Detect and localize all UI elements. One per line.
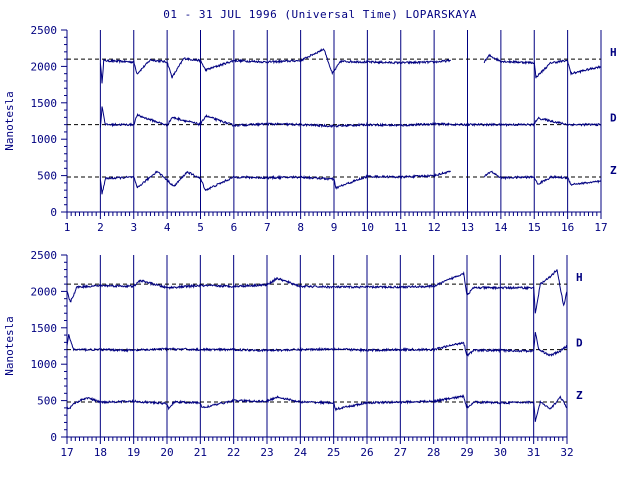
series-H-trace <box>66 269 568 314</box>
chart-title: 01 - 31 JUL 1996 (Universal Time) LOPARS… <box>163 8 477 21</box>
x-tick-label: 32 <box>560 446 573 459</box>
y-axis-label: Nanotesla <box>3 316 16 376</box>
y-axis-label: Nanotesla <box>3 91 16 151</box>
x-tick-label: 15 <box>528 221 541 234</box>
y-tick-label: 500 <box>37 170 57 183</box>
x-tick-label: 16 <box>561 221 574 234</box>
x-tick-label: 22 <box>227 446 240 459</box>
panel-days-17-32: 0 500 1000 1500 2000 2500 Nanotesla 17 18 19 20 21 2… <box>3 249 583 459</box>
channel-label-D: D <box>576 337 583 350</box>
y-tick-label: 2500 <box>31 24 58 37</box>
channel-label-D: D <box>610 112 617 125</box>
x-tick-label: 7 <box>264 221 271 234</box>
channel-label-Z: Z <box>610 164 617 177</box>
x-tick-label: 26 <box>360 446 373 459</box>
series-H-trace <box>483 53 602 79</box>
x-tick-label: 13 <box>461 221 474 234</box>
x-tick-label: 3 <box>130 221 137 234</box>
y-tick-label: 2000 <box>31 60 58 73</box>
x-tick-label: 11 <box>394 221 407 234</box>
x-tick-label: 17 <box>60 446 73 459</box>
series-H-trace <box>99 48 452 84</box>
x-tick-label: 29 <box>460 446 473 459</box>
x-tick-label: 20 <box>160 446 173 459</box>
series-D-trace <box>66 331 568 358</box>
x-tick-label: 28 <box>427 446 440 459</box>
channel-label-Z: Z <box>576 389 583 402</box>
channel-label-H: H <box>610 46 617 59</box>
y-tick-label: 1500 <box>31 97 58 110</box>
x-tick-label: 1 <box>64 221 71 234</box>
x-tick-label: 31 <box>527 446 540 459</box>
y-tick-label: 2000 <box>31 285 58 298</box>
x-tick-label: 8 <box>297 221 304 234</box>
x-tick-label: 30 <box>494 446 507 459</box>
y-tick-label: 500 <box>37 395 57 408</box>
x-tick-label: 14 <box>494 221 508 234</box>
x-tick-label: 25 <box>327 446 340 459</box>
y-tick-label: 1000 <box>31 133 58 146</box>
x-tick-label: 12 <box>428 221 441 234</box>
y-tick-label: 1500 <box>31 322 58 335</box>
series-Z-trace <box>99 170 451 195</box>
x-tick-label: 4 <box>164 221 171 234</box>
series-D-trace <box>99 106 602 129</box>
x-tick-label: 5 <box>197 221 204 234</box>
x-tick-label: 27 <box>394 446 407 459</box>
y-tick-label: 0 <box>50 206 57 219</box>
x-tick-label: 17 <box>594 221 607 234</box>
x-tick-label: 9 <box>331 221 338 234</box>
x-tick-label: 21 <box>194 446 207 459</box>
x-tick-label: 23 <box>260 446 273 459</box>
series-Z-trace <box>66 393 568 422</box>
y-tick-label: 1000 <box>31 358 58 371</box>
channel-label-H: H <box>576 271 583 284</box>
x-tick-label: 6 <box>231 221 238 234</box>
x-tick-label: 18 <box>94 446 107 459</box>
x-tick-label: 19 <box>127 446 140 459</box>
x-tick-label: 10 <box>361 221 374 234</box>
x-tick-label: 24 <box>294 446 308 459</box>
y-tick-label: 2500 <box>31 249 58 262</box>
x-tick-label: 2 <box>97 221 104 234</box>
y-tick-label: 0 <box>50 431 57 444</box>
series-Z-trace <box>483 170 602 186</box>
